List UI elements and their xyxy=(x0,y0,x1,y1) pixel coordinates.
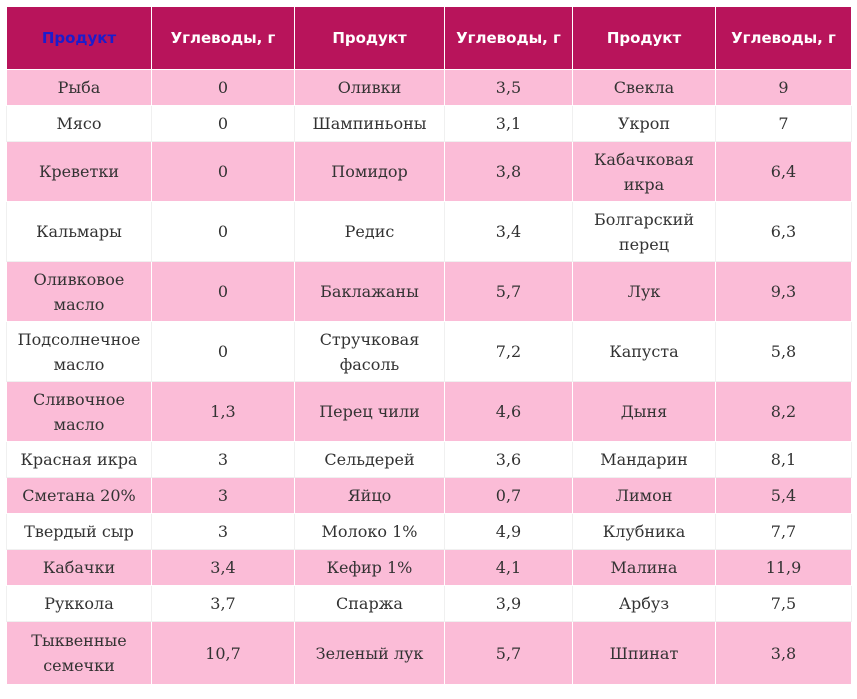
carbs-cell: 5,7 xyxy=(444,621,573,685)
carbs-cell: 7 xyxy=(715,105,852,142)
carbs-cell: 9 xyxy=(715,69,852,106)
product-cell: Зеленый лук xyxy=(294,621,445,685)
table-row: Красная икра 3 Сельдерей 3,6 Мандарин 8,1 xyxy=(6,441,852,478)
product-cell: Мясо xyxy=(6,105,152,142)
table-row: Сливочное масло 1,3 Перец чили 4,6 Дыня 8,2 xyxy=(6,381,852,442)
product-cell: Мандарин xyxy=(572,441,716,478)
product-cell: Тыквенные семечки xyxy=(6,621,152,685)
carbs-cell: 6,4 xyxy=(715,141,852,202)
carbs-cell: 0 xyxy=(151,201,295,262)
carbs-cell: 0,7 xyxy=(444,477,573,514)
table-row: Подсолнечное масло 0 Стручковая фасоль 7,2 К… xyxy=(6,321,852,382)
carbs-cell: 3,1 xyxy=(444,105,573,142)
product-cell: Баклажаны xyxy=(294,261,445,322)
product-cell: Лимон xyxy=(572,477,716,514)
carbs-cell: 7,7 xyxy=(715,513,852,550)
product-cell: Красная икра xyxy=(6,441,152,478)
product-cell: Сливочное масло xyxy=(6,381,152,442)
product-cell: Шампиньоны xyxy=(294,105,445,142)
product-cell: Укроп xyxy=(572,105,716,142)
header-product-1: Продукт xyxy=(6,6,152,70)
header-carbs-3: Углеводы, г xyxy=(715,6,852,70)
product-cell: Руккола xyxy=(6,585,152,622)
table-row: Мясо 0 Шампиньоны 3,1 Укроп 7 xyxy=(6,105,852,142)
header-product-2: Продукт xyxy=(294,6,445,70)
product-cell: Сметана 20% xyxy=(6,477,152,514)
product-cell: Креветки xyxy=(6,141,152,202)
carbs-cell: 5,7 xyxy=(444,261,573,322)
carbs-cell: 3 xyxy=(151,441,295,478)
table-row: Сметана 20% 3 Яйцо 0,7 Лимон 5,4 xyxy=(6,477,852,514)
product-cell: Оливки xyxy=(294,69,445,106)
carbs-cell: 0 xyxy=(151,261,295,322)
carbs-cell: 3,4 xyxy=(444,201,573,262)
carbs-cell: 8,1 xyxy=(715,441,852,478)
carbs-cell: 7,5 xyxy=(715,585,852,622)
product-cell: Помидор xyxy=(294,141,445,202)
product-cell: Сельдерей xyxy=(294,441,445,478)
product-cell: Дыня xyxy=(572,381,716,442)
carbs-cell: 0 xyxy=(151,69,295,106)
carbs-cell: 1,3 xyxy=(151,381,295,442)
header-carbs-1: Углеводы, г xyxy=(151,6,295,70)
carbs-cell: 0 xyxy=(151,105,295,142)
carbs-cell: 3,8 xyxy=(444,141,573,202)
carbs-cell: 4,9 xyxy=(444,513,573,550)
product-cell: Малина xyxy=(572,549,716,586)
carbs-cell: 3,5 xyxy=(444,69,573,106)
product-cell: Арбуз xyxy=(572,585,716,622)
carbs-cell: 3 xyxy=(151,477,295,514)
carbs-cell: 0 xyxy=(151,141,295,202)
table-row: Кабачки 3,4 Кефир 1% 4,1 Малина 11,9 xyxy=(6,549,852,586)
carbs-cell: 7,2 xyxy=(444,321,573,382)
carbs-cell: 8,2 xyxy=(715,381,852,442)
carbs-cell: 10,7 xyxy=(151,621,295,685)
product-cell: Твердый сыр xyxy=(6,513,152,550)
carbs-cell: 5,4 xyxy=(715,477,852,514)
product-cell: Кефир 1% xyxy=(294,549,445,586)
table-row: Твердый сыр 3 Молоко 1% 4,9 Клубника 7,7 xyxy=(6,513,852,550)
carbs-cell: 3,7 xyxy=(151,585,295,622)
table-row: Тыквенные семечки 10,7 Зеленый лук 5,7 Шпина… xyxy=(6,621,852,685)
table-row: Рыба 0 Оливки 3,5 Свекла 9 xyxy=(6,69,852,106)
header-row: Продукт Углеводы, г Продукт Углеводы, г … xyxy=(6,6,852,70)
carbs-cell: 3 xyxy=(151,513,295,550)
product-cell: Шпинат xyxy=(572,621,716,685)
product-cell: Подсолнечное масло xyxy=(6,321,152,382)
table-row: Оливковое масло 0 Баклажаны 5,7 Лук 9,3 xyxy=(6,261,852,322)
table-row: Кальмары 0 Редис 3,4 Болгарский перец 6,3 xyxy=(6,201,852,262)
carbs-cell: 3,6 xyxy=(444,441,573,478)
carbs-cell: 4,6 xyxy=(444,381,573,442)
carbs-cell: 0 xyxy=(151,321,295,382)
carbs-cell: 9,3 xyxy=(715,261,852,322)
carbs-cell: 11,9 xyxy=(715,549,852,586)
product-cell: Кальмары xyxy=(6,201,152,262)
product-cell: Лук xyxy=(572,261,716,322)
product-cell: Перец чили xyxy=(294,381,445,442)
header-carbs-2: Углеводы, г xyxy=(444,6,573,70)
carbs-cell: 5,8 xyxy=(715,321,852,382)
product-cell: Яйцо xyxy=(294,477,445,514)
carbs-cell: 6,3 xyxy=(715,201,852,262)
product-cell: Стручковая фасоль xyxy=(294,321,445,382)
product-cell: Редис xyxy=(294,201,445,262)
product-cell: Кабачковая икра xyxy=(572,141,716,202)
product-cell: Молоко 1% xyxy=(294,513,445,550)
carbs-cell: 3,8 xyxy=(715,621,852,685)
carbs-table: Продукт Углеводы, г Продукт Углеводы, г … xyxy=(6,6,852,685)
product-cell: Кабачки xyxy=(6,549,152,586)
product-cell: Свекла xyxy=(572,69,716,106)
product-cell: Болгарский перец xyxy=(572,201,716,262)
table-row: Руккола 3,7 Спаржа 3,9 Арбуз 7,5 xyxy=(6,585,852,622)
product-cell: Оливковое масло xyxy=(6,261,152,322)
header-product-3: Продукт xyxy=(572,6,716,70)
product-cell: Клубника xyxy=(572,513,716,550)
product-cell: Капуста xyxy=(572,321,716,382)
carbs-cell: 3,9 xyxy=(444,585,573,622)
carbs-cell: 3,4 xyxy=(151,549,295,586)
product-cell: Спаржа xyxy=(294,585,445,622)
product-cell: Рыба xyxy=(6,69,152,106)
carbs-cell: 4,1 xyxy=(444,549,573,586)
table-row: Креветки 0 Помидор 3,8 Кабачковая икра 6,4 xyxy=(6,141,852,202)
